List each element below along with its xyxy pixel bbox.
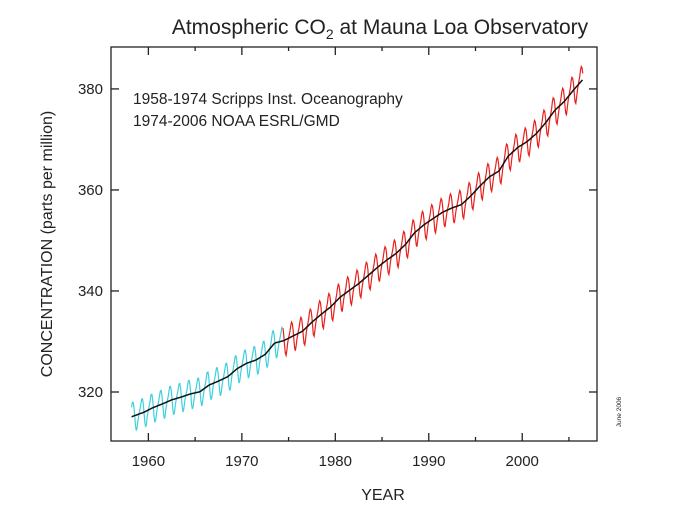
- y-tick-label: 320: [78, 384, 103, 401]
- plot-frame: [110, 46, 598, 442]
- x-axis-label: YEAR: [361, 487, 405, 504]
- x-tick-label: 1970: [225, 453, 258, 470]
- x-tick-label: 1990: [412, 453, 445, 470]
- series-noaa-line: [282, 64, 584, 358]
- x-tick-label: 1960: [132, 453, 165, 470]
- annotation-noaa: 1974-2006 NOAA ESRL/GMD: [133, 113, 340, 130]
- chart-title: Atmospheric CO2 at Mauna Loa Observatory: [172, 16, 589, 42]
- y-tick-label: 340: [78, 283, 103, 300]
- x-tick-label: 1980: [319, 453, 352, 470]
- y-tick-label: 380: [78, 81, 103, 98]
- y-axis-label: CONCENTRATION (parts per million): [39, 111, 56, 377]
- date-note: June 2006: [616, 396, 623, 427]
- annotation-scripps: 1958-1974 Scripps Inst. Oceanography: [133, 91, 403, 108]
- y-tick-label: 360: [78, 182, 103, 199]
- trend-line: [131, 79, 584, 418]
- series-scripps-line: [131, 326, 283, 431]
- x-tick-label: 2000: [506, 453, 539, 470]
